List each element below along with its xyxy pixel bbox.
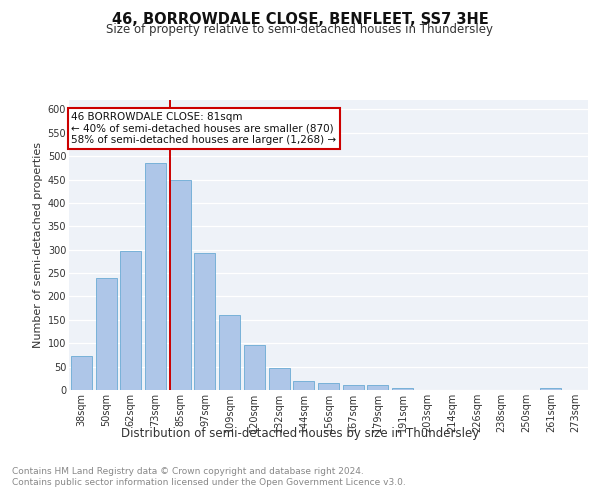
Text: Size of property relative to semi-detached houses in Thundersley: Size of property relative to semi-detach… [107, 24, 493, 36]
Bar [219, 314, 240, 390]
Bar [318, 382, 339, 390]
Bar [392, 388, 413, 390]
Text: Distribution of semi-detached houses by size in Thundersley: Distribution of semi-detached houses by … [121, 428, 479, 440]
Y-axis label: Number of semi-detached properties: Number of semi-detached properties [34, 142, 43, 348]
Bar [71, 356, 92, 390]
Bar [343, 386, 364, 390]
Bar [541, 388, 562, 390]
Bar [145, 163, 166, 390]
Bar [95, 278, 116, 390]
Bar [269, 368, 290, 390]
Text: Contains HM Land Registry data © Crown copyright and database right 2024.
Contai: Contains HM Land Registry data © Crown c… [12, 468, 406, 487]
Bar [170, 180, 191, 390]
Text: 46 BORROWDALE CLOSE: 81sqm
← 40% of semi-detached houses are smaller (870)
58% o: 46 BORROWDALE CLOSE: 81sqm ← 40% of semi… [71, 112, 337, 145]
Bar [367, 386, 388, 390]
Bar [194, 253, 215, 390]
Bar [293, 381, 314, 390]
Bar [120, 251, 141, 390]
Bar [244, 345, 265, 390]
Text: 46, BORROWDALE CLOSE, BENFLEET, SS7 3HE: 46, BORROWDALE CLOSE, BENFLEET, SS7 3HE [112, 12, 488, 28]
